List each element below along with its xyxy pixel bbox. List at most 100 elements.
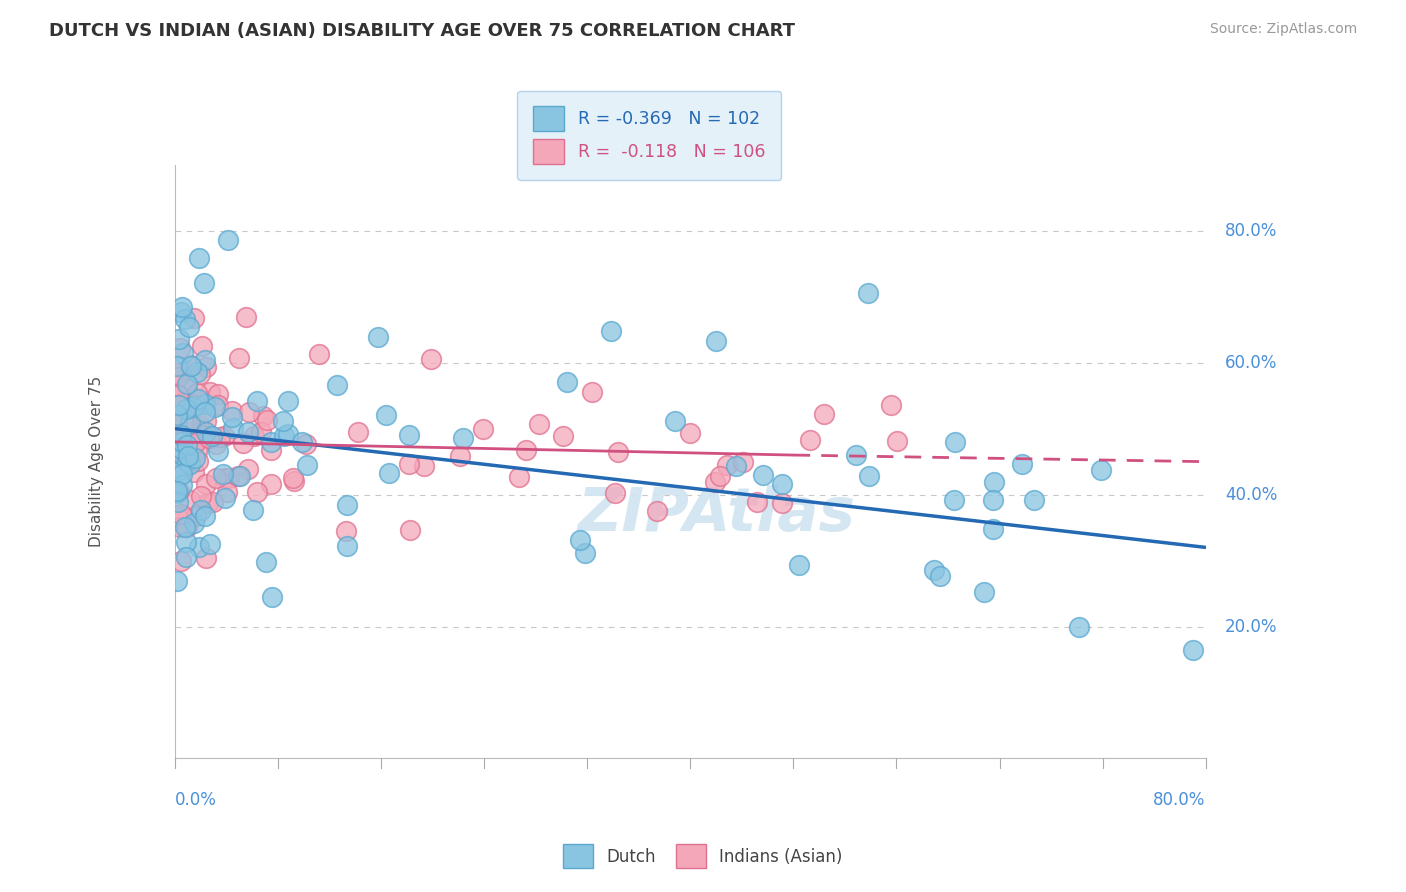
Point xyxy=(167,398,190,412)
Point xyxy=(297,458,319,472)
Text: 20.0%: 20.0% xyxy=(1225,617,1278,635)
Point xyxy=(858,469,880,483)
Point xyxy=(716,458,738,473)
Point xyxy=(1067,620,1090,634)
Point xyxy=(166,369,188,384)
Point xyxy=(176,520,198,534)
Point xyxy=(186,365,208,379)
Point xyxy=(181,399,204,413)
Point xyxy=(166,388,188,402)
Point xyxy=(172,300,194,314)
Point xyxy=(283,474,305,488)
Point xyxy=(188,367,211,381)
Point xyxy=(166,366,188,380)
Point xyxy=(574,546,596,560)
Point xyxy=(260,477,283,491)
Point xyxy=(176,454,198,468)
Point xyxy=(170,449,193,463)
Point xyxy=(238,405,260,419)
Text: Disability Age Over 75: Disability Age Over 75 xyxy=(90,376,104,548)
Point xyxy=(183,311,205,326)
Point xyxy=(193,509,215,524)
Point xyxy=(166,400,188,414)
Point xyxy=(1181,643,1204,657)
Point xyxy=(184,398,207,412)
Point xyxy=(170,507,193,521)
Point xyxy=(173,450,195,464)
Point xyxy=(232,435,254,450)
Point xyxy=(186,444,208,458)
Point xyxy=(973,585,995,599)
Point xyxy=(243,428,266,442)
Point xyxy=(184,434,207,448)
Point xyxy=(174,396,197,410)
Point xyxy=(922,563,945,577)
Point xyxy=(204,401,226,415)
Point xyxy=(183,465,205,479)
Point xyxy=(166,483,188,498)
Point xyxy=(166,386,188,401)
Point xyxy=(813,407,835,421)
Point xyxy=(568,533,591,548)
Point xyxy=(725,459,748,474)
Point xyxy=(207,444,229,458)
Point xyxy=(981,522,1004,536)
Point xyxy=(166,442,188,457)
Point xyxy=(449,449,471,463)
Point xyxy=(172,435,194,450)
Point xyxy=(599,324,621,338)
Point xyxy=(336,498,359,512)
Point xyxy=(183,516,205,531)
Point xyxy=(983,492,1005,507)
Point xyxy=(214,429,236,443)
Point xyxy=(173,417,195,431)
Point xyxy=(173,431,195,445)
Point xyxy=(166,398,188,412)
Point xyxy=(217,485,239,500)
Point xyxy=(214,471,236,485)
Point xyxy=(177,458,200,472)
Text: 0.0%: 0.0% xyxy=(176,791,217,809)
Point xyxy=(326,378,349,392)
Point xyxy=(254,555,277,569)
Point xyxy=(252,409,274,424)
Point xyxy=(246,393,269,408)
Point xyxy=(170,305,193,319)
Point xyxy=(176,382,198,396)
Point xyxy=(179,493,201,508)
Point xyxy=(176,400,198,414)
Point xyxy=(291,435,314,450)
Point xyxy=(471,422,494,436)
Point xyxy=(880,398,903,412)
Point xyxy=(308,347,330,361)
Point xyxy=(208,430,231,444)
Point xyxy=(193,276,215,290)
Text: 60.0%: 60.0% xyxy=(1225,354,1277,372)
Point xyxy=(166,508,188,523)
Point xyxy=(581,385,603,400)
Point xyxy=(176,376,198,391)
Legend: Dutch, Indians (Asian): Dutch, Indians (Asian) xyxy=(557,838,849,875)
Point xyxy=(194,551,217,566)
Point xyxy=(419,352,441,367)
Point xyxy=(194,405,217,419)
Point xyxy=(335,524,357,538)
Point xyxy=(770,496,793,510)
Point xyxy=(186,508,208,523)
Point xyxy=(167,495,190,509)
Point xyxy=(928,569,950,583)
Point xyxy=(770,477,793,491)
Point xyxy=(174,447,197,461)
Point xyxy=(176,448,198,462)
Point xyxy=(166,486,188,500)
Point xyxy=(679,426,702,441)
Point xyxy=(179,319,201,334)
Point xyxy=(217,233,239,247)
Point xyxy=(198,385,221,400)
Point xyxy=(170,553,193,567)
Point xyxy=(207,387,229,401)
Point xyxy=(212,467,235,481)
Point xyxy=(277,394,299,409)
Point xyxy=(451,431,474,445)
Point xyxy=(176,535,198,549)
